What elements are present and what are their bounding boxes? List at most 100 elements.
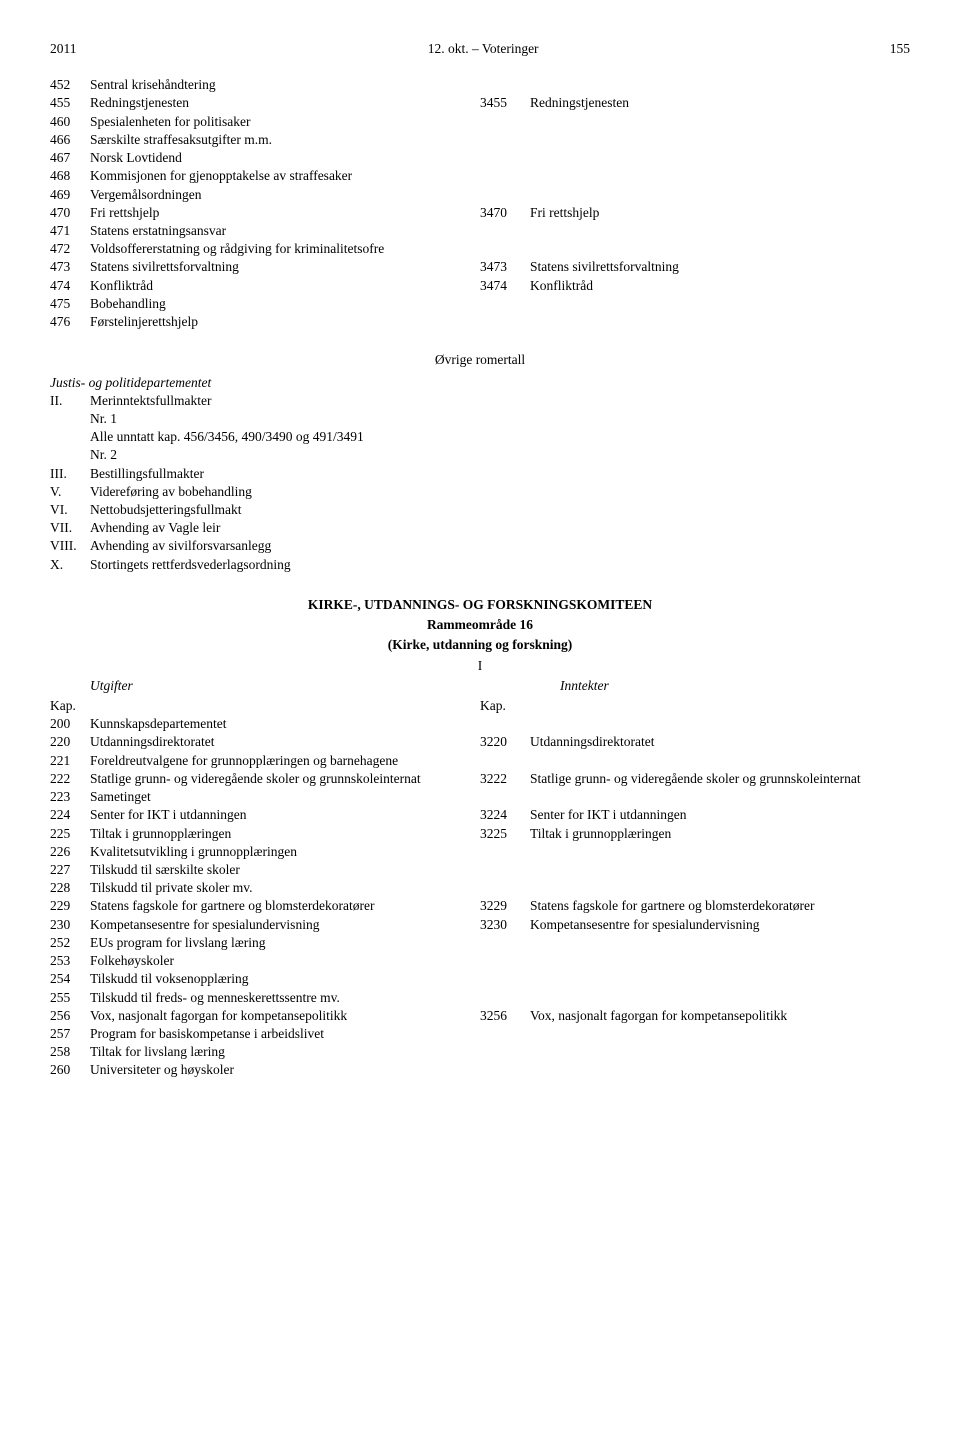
row-label-left: Statens sivilrettsforvaltning [90, 258, 480, 276]
row-num-right: 3222 [480, 770, 530, 788]
header-inntekter: Inntekter [510, 677, 910, 695]
row-num-right [480, 952, 530, 970]
row-label-left: Foreldreutvalgene for grunnopplæringen o… [90, 752, 480, 770]
roman-label: Nettobudsjetteringsfullmakt [90, 501, 910, 519]
row-num-right: 3470 [480, 204, 530, 222]
header-page: 155 [890, 40, 910, 58]
row-num-left: 225 [50, 825, 90, 843]
row-label-right: Kompetansesentre for spesialundervisning [530, 916, 910, 934]
row-label-left: Sametinget [90, 788, 480, 806]
row-num-right: 3220 [480, 733, 530, 751]
row-num-left: 221 [50, 752, 90, 770]
row-label-right [530, 861, 910, 879]
row-label-left: Førstelinjerettshjelp [90, 313, 480, 331]
row-label-right: Tiltak i grunnopplæringen [530, 825, 910, 843]
row-num-right: 3473 [480, 258, 530, 276]
table-row: 252EUs program for livslang læring [50, 934, 910, 952]
roman-label: Stortingets rettferdsvederlagsordning [90, 556, 910, 574]
table-row: 258Tiltak for livslang læring [50, 1043, 910, 1061]
row-num-left: 475 [50, 295, 90, 313]
row-num-left: 228 [50, 879, 90, 897]
roman-label: Nr. 2 [90, 446, 910, 464]
roman-label: Avhending av Vagle leir [90, 519, 910, 537]
row-num-left: 469 [50, 186, 90, 204]
row-num-left: 452 [50, 76, 90, 94]
table-row: 230 Kompetansesentre for spesialundervisn… [50, 916, 910, 934]
table-row: 476Førstelinjerettshjelp [50, 313, 910, 331]
table-row: 467Norsk Lovtidend [50, 149, 910, 167]
row-num-right [480, 752, 530, 770]
row-num-right: 3229 [480, 897, 530, 915]
table-row: 220Utdanningsdirektoratet3220Utdanningsd… [50, 733, 910, 751]
roman-row: V.Videreføring av bobehandling [50, 483, 910, 501]
row-label-left: Statens fagskole for gartnere og blomste… [90, 897, 480, 915]
row-label-right [530, 222, 910, 240]
row-num-left: 224 [50, 806, 90, 824]
row-num-right: 3474 [480, 277, 530, 295]
roman-num: VII. [50, 519, 90, 537]
row-label-right [530, 788, 910, 806]
table-row: 471Statens erstatningsansvar [50, 222, 910, 240]
roman-row: VII.Avhending av Vagle leir [50, 519, 910, 537]
roman-row: II.Merinntektsfullmakter [50, 392, 910, 410]
row-num-left: 476 [50, 313, 90, 331]
row-label-right [530, 715, 910, 733]
row-label-right: Fri rettshjelp [530, 204, 910, 222]
kap-right: Kap. [480, 697, 530, 715]
kap-left: Kap. [50, 697, 90, 715]
row-num-left: 472 [50, 240, 90, 258]
row-num-left: 252 [50, 934, 90, 952]
table-row: 475Bobehandling [50, 295, 910, 313]
table-row: 455Redningstjenesten3455Redningstjeneste… [50, 94, 910, 112]
row-label-right [530, 1043, 910, 1061]
row-label-left: Redningstjenesten [90, 94, 480, 112]
row-num-left: 255 [50, 989, 90, 1007]
row-label-left: Tiltak for livslang læring [90, 1043, 480, 1061]
row-num-right [480, 843, 530, 861]
roman-dept: Justis- og politidepartementet [50, 374, 910, 392]
table-row: 227Tilskudd til særskilte skoler [50, 861, 910, 879]
row-label-left: EUs program for livslang læring [90, 934, 480, 952]
table-row: 221Foreldreutvalgene for grunnopplæringe… [50, 752, 910, 770]
row-label-left: Vox, nasjonalt fagorgan for kompetansepo… [90, 1007, 480, 1025]
row-num-left: 473 [50, 258, 90, 276]
row-label-right [530, 1061, 910, 1079]
roman-row: III.Bestillingsfullmakter [50, 465, 910, 483]
row-label-right [530, 313, 910, 331]
roman-label: Avhending av sivilforsvarsanlegg [90, 537, 910, 555]
budget-table-2: 200Kunnskapsdepartementet220Utdanningsdi… [50, 715, 910, 1079]
row-num-right [480, 313, 530, 331]
row-label-left: Kunnskapsdepartementet [90, 715, 480, 733]
section2-title: KIRKE-, UTDANNINGS- OG FORSKNINGSKOMITEE… [50, 596, 910, 614]
roman-num: X. [50, 556, 90, 574]
roman-label: Merinntektsfullmakter [90, 392, 910, 410]
row-label-left: Folkehøyskoler [90, 952, 480, 970]
row-num-right [480, 113, 530, 131]
roman-label: Videreføring av bobehandling [90, 483, 910, 501]
row-num-right [480, 861, 530, 879]
table-row: 223Sametinget [50, 788, 910, 806]
row-label-left: Senter for IKT i utdanningen [90, 806, 480, 824]
row-num-left: 460 [50, 113, 90, 131]
row-label-left: Norsk Lovtidend [90, 149, 480, 167]
row-label-left: Tilskudd til voksenopplæring [90, 970, 480, 988]
roman-label: Nr. 1 [90, 410, 910, 428]
row-num-right [480, 1025, 530, 1043]
row-num-left: 260 [50, 1061, 90, 1079]
row-num-left: 230 [50, 916, 90, 934]
roman-num: VIII. [50, 537, 90, 555]
row-num-left: 229 [50, 897, 90, 915]
row-label-right [530, 167, 910, 185]
row-num-left: 256 [50, 1007, 90, 1025]
table-row: 460Spesialenheten for politisaker [50, 113, 910, 131]
row-label-right: Senter for IKT i utdanningen [530, 806, 910, 824]
row-label-right [530, 186, 910, 204]
table-row: 226Kvalitetsutvikling i grunnopplæringen [50, 843, 910, 861]
kap-row: Kap. Kap. [50, 697, 910, 715]
row-num-right [480, 934, 530, 952]
row-label-left: Kommisjonen for gjenopptakelse av straff… [90, 167, 480, 185]
row-label-right: Statlige grunn- og videregående skoler o… [530, 770, 910, 788]
row-label-left: Vergemålsordningen [90, 186, 480, 204]
row-num-right: 3225 [480, 825, 530, 843]
row-num-left: 258 [50, 1043, 90, 1061]
